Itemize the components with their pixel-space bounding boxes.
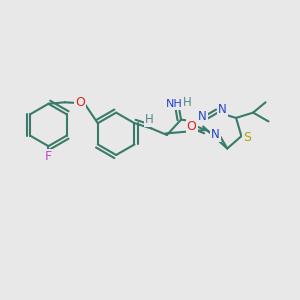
Text: H: H	[145, 112, 154, 126]
Text: F: F	[45, 150, 52, 163]
Text: N: N	[211, 128, 220, 141]
Text: O: O	[75, 96, 85, 110]
Text: N: N	[218, 103, 227, 116]
Text: O: O	[187, 120, 196, 133]
Text: N: N	[198, 110, 207, 123]
Text: H: H	[182, 95, 191, 109]
Text: S: S	[243, 131, 251, 144]
Text: NH: NH	[166, 99, 183, 109]
